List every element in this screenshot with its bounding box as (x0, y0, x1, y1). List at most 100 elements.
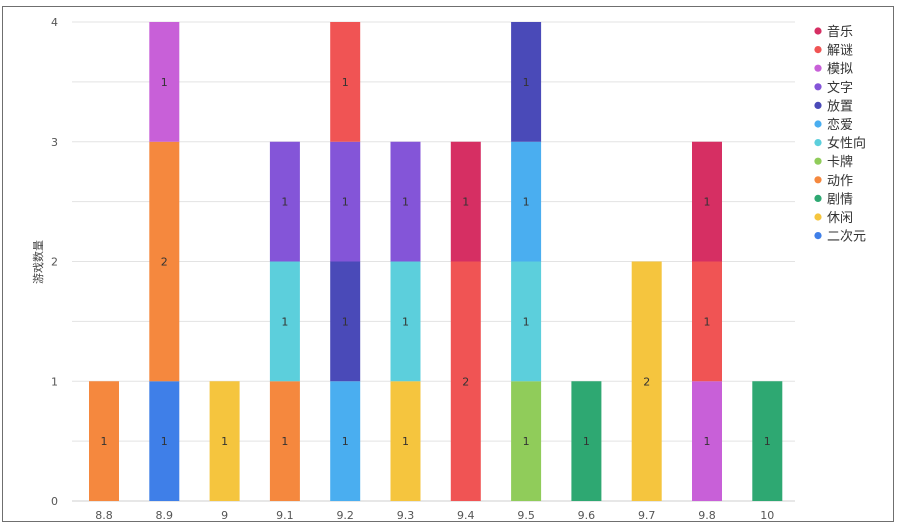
x-tick-label: 9.3 (397, 509, 415, 522)
x-tick-label: 9.6 (578, 509, 596, 522)
bar-segment (390, 381, 421, 501)
bar-segment (450, 261, 481, 501)
bar-segment (692, 141, 722, 262)
legend-marker (814, 64, 822, 72)
bar-segment-label: 1 (523, 315, 530, 328)
bar-segment-label: 1 (342, 315, 349, 328)
legend-marker (814, 120, 822, 128)
y-tick-label: 4 (51, 16, 58, 29)
bar-segment-label: 1 (704, 435, 711, 448)
x-tick-label: 9.8 (698, 509, 716, 522)
bar-segment-label: 1 (402, 435, 409, 448)
y-tick-label: 0 (51, 495, 58, 508)
bar-segment-label: 2 (643, 375, 650, 388)
bar-segment (692, 381, 722, 501)
x-tick-label: 9.1 (276, 509, 294, 522)
x-tick-label: 9 (221, 509, 228, 522)
bar-segment (571, 381, 602, 501)
legend-marker (814, 101, 822, 109)
bar-segment (511, 141, 542, 262)
bar-segment (511, 261, 542, 382)
legend-label: 模拟 (827, 62, 853, 77)
bar-segment-label: 1 (281, 196, 288, 209)
legend-marker (814, 139, 822, 147)
bar-segment-label: 1 (523, 76, 530, 89)
legend-label: 休闲 (827, 211, 853, 226)
bar-segment-label: 1 (161, 435, 168, 448)
bar-segment (330, 261, 361, 382)
legend-marker (814, 194, 822, 202)
legend-label: 音乐 (827, 24, 853, 40)
legend-label: 动作 (827, 174, 853, 189)
bar-segment-label: 1 (583, 435, 590, 448)
legend-marker (814, 213, 822, 221)
bar-segment (631, 261, 662, 501)
y-tick-label: 3 (51, 136, 58, 149)
x-tick-label: 9.5 (517, 509, 535, 522)
bar-segment-label: 1 (402, 196, 409, 209)
legend-marker (814, 83, 822, 91)
y-tick-label: 1 (51, 375, 58, 388)
legend-marker (814, 232, 822, 240)
legend-label: 放置 (827, 99, 853, 114)
bar-segment-label: 1 (523, 196, 530, 209)
legend-label: 解谜 (827, 44, 853, 59)
bar-segment-label: 1 (704, 315, 711, 328)
bar-segment-label: 1 (764, 435, 771, 448)
bar-segment (330, 141, 361, 262)
bar-segment-label: 1 (342, 196, 349, 209)
bar-segment (390, 141, 421, 262)
legend-label: 卡牌 (827, 154, 853, 170)
bar-segment-label: 1 (342, 435, 349, 448)
bar-segment (209, 381, 240, 501)
bar-segment-label: 2 (161, 256, 168, 269)
legend-label: 女性向 (827, 136, 866, 152)
bar-segment-label: 1 (281, 315, 288, 328)
bar-segment (752, 381, 783, 501)
bar-segment-label: 1 (221, 435, 228, 448)
bar-segment-label: 1 (161, 76, 168, 89)
bar-segment (511, 381, 542, 501)
x-tick-label: 8.9 (156, 509, 174, 522)
legend-marker (814, 157, 822, 165)
bar-segment-label: 1 (704, 196, 711, 209)
bar-segment (511, 22, 542, 142)
x-axis-ticks: 8.8 8.9 9 9.1 9.2 9.3 9.4 9.5 9.6 9.7 9.8 10 (95, 509, 774, 522)
legend-marker (814, 27, 822, 35)
gridlines (72, 21, 795, 502)
bar-segment-label: 1 (523, 435, 530, 448)
bar-segment-label: 1 (101, 435, 108, 448)
bar-segment-label: 1 (281, 435, 288, 448)
bar-segment-label: 1 (462, 196, 469, 209)
bar-segment (89, 381, 119, 501)
bar-segment (269, 381, 300, 501)
y-axis-label: 游戏数量 (32, 240, 45, 284)
y-axis-ticks: 0 1 2 3 4 (51, 16, 58, 508)
bar-segment (330, 22, 361, 142)
x-tick-label: 8.8 (95, 509, 113, 522)
legend-label: 恋爱 (827, 117, 853, 133)
bar-segment (149, 141, 180, 382)
bar-segment (692, 261, 722, 382)
bar-segment-label: 1 (342, 76, 349, 89)
bar-segment (149, 22, 180, 142)
legend-label: 文字 (827, 81, 853, 96)
bar-segment-label: 2 (462, 375, 469, 388)
legend-label: 二次元 (827, 229, 866, 245)
bar-segment (390, 261, 421, 382)
bar-segment (149, 381, 180, 501)
legend-marker (814, 176, 822, 184)
bar-segment-label: 1 (402, 315, 409, 328)
x-tick-label: 9.4 (457, 509, 475, 522)
x-tick-label: 9.7 (638, 509, 656, 522)
x-tick-label: 10 (760, 509, 774, 522)
bar-segment (269, 261, 300, 382)
y-tick-label: 2 (51, 256, 58, 269)
legend-label: 剧情 (827, 192, 853, 207)
bar-segment (269, 141, 300, 262)
bar-segment (450, 141, 481, 262)
legend-marker (814, 46, 822, 54)
bars: 1 1 2 1 1 1 1 1 1 1 1 1 1 1 1 2 1 1 1 1 1 1 2 1 1 1 1 (89, 22, 783, 501)
